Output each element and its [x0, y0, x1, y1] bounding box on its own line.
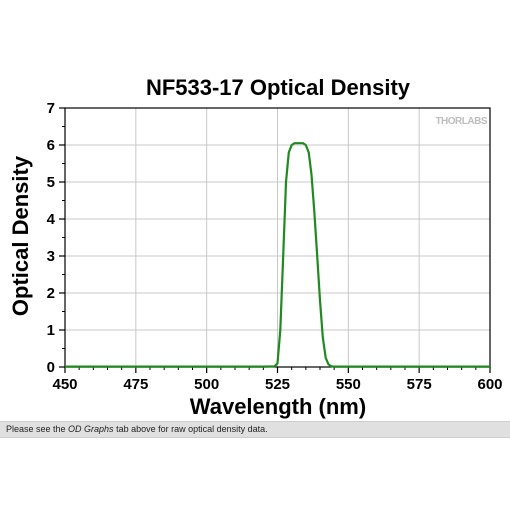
y-tick-label: 4 — [47, 211, 56, 228]
x-tick-label: 525 — [265, 376, 290, 393]
series-line-od — [65, 142, 490, 368]
caption-text-end: tab above for raw optical density data. — [113, 424, 268, 434]
ticks — [59, 107, 491, 373]
y-tick-label: 0 — [47, 359, 55, 376]
x-tick-label: 575 — [407, 376, 432, 393]
x-axis-label: Wavelength (nm) — [190, 394, 366, 419]
y-tick-label: 6 — [47, 137, 55, 154]
grid — [65, 108, 490, 367]
caption-text-start: Please see the — [6, 424, 69, 434]
thorlabs-watermark: THORLABS — [435, 116, 487, 127]
x-tick-label: 450 — [52, 376, 77, 393]
chart-svg: NF533-17 Optical Density 450 475 500 525 550… — [8, 75, 503, 419]
x-tick-label: 600 — [477, 376, 502, 393]
y-tick-label: 7 — [47, 100, 55, 117]
caption-link-od-graphs: OD Graphs — [68, 424, 114, 434]
x-tick-label: 550 — [336, 376, 361, 393]
y-tick-label: 2 — [47, 285, 55, 302]
y-tick-label: 5 — [47, 174, 55, 191]
y-axis-label: Optical Density — [8, 155, 33, 316]
y-tick-label: 3 — [47, 248, 55, 265]
chart-title: NF533-17 Optical Density — [146, 75, 411, 100]
x-tick-label: 475 — [123, 376, 148, 393]
tick-labels: 450 475 500 525 550 575 600 0 1 2 3 4 5 6 7 — [47, 100, 503, 393]
caption-bar: Please see the OD Graphs tab above for r… — [0, 421, 510, 438]
y-tick-label: 1 — [47, 322, 55, 339]
x-tick-label: 500 — [194, 376, 219, 393]
